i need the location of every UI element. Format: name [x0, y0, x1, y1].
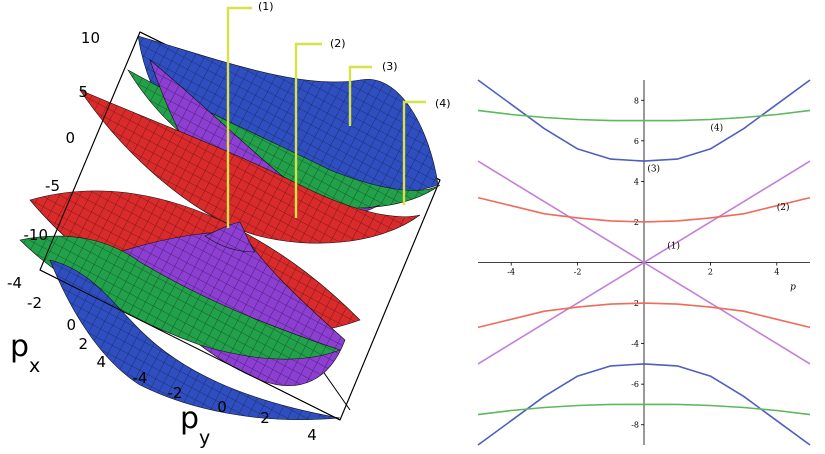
vertical-tick-label: -10	[24, 226, 49, 244]
py-axis-subscript: y	[199, 427, 210, 449]
py-tick-label: 2	[260, 409, 270, 427]
y-tick-label: -4	[631, 340, 639, 349]
px-tick-label: -2	[27, 294, 42, 312]
px-axis-subscript: x	[29, 355, 40, 377]
py-tick-label: 0	[217, 398, 227, 416]
vertical-tick-label: -5	[45, 177, 60, 195]
y-tick-label: -6	[631, 380, 639, 389]
callout-label-4: (4)	[435, 97, 451, 110]
surface-plot-3d: (1) (2) (3) (4) 10 5 0 -5 -10 -4 -2 0 2 …	[7, 0, 451, 449]
x-tick-label: -4	[507, 268, 515, 277]
vertical-tick-label: 10	[81, 29, 100, 47]
py-tick-label: 4	[307, 426, 317, 444]
curve-label-3: (3)	[647, 163, 660, 174]
series-curves	[477, 79, 811, 446]
callout-label-2: (2)	[330, 37, 346, 50]
py-axis-letter: p	[180, 401, 199, 436]
vertical-tick-label: 0	[65, 129, 75, 147]
curve-labels: (1) (2) (3) (4)	[647, 123, 789, 252]
series-line-3-upper	[477, 79, 811, 162]
series-line-4-lower	[477, 403, 811, 416]
curve-label-2: (2)	[777, 202, 790, 213]
series-line-2-upper	[477, 196, 811, 223]
bounding-box-front	[39, 31, 341, 421]
surface-3-lower	[49, 259, 341, 420]
callout-label-3: (3)	[382, 60, 398, 73]
y-tick-label: 6	[634, 137, 639, 146]
y-tick-label: 8	[634, 96, 639, 105]
y-tick-label: 4	[634, 177, 639, 186]
callout-lines	[226, 6, 426, 228]
curve-label-1: (1)	[667, 240, 680, 251]
callout-line-2	[294, 42, 322, 218]
vertical-tick-label: 5	[78, 83, 88, 101]
series-line-2-lower	[477, 302, 811, 329]
y-tick-label: -8	[631, 421, 639, 430]
series-line-4-upper	[477, 109, 811, 122]
callout-line-4	[402, 100, 426, 205]
series-line-1-lower	[477, 261, 811, 365]
px-axis-name: p x	[10, 329, 40, 377]
px-tick-label: 0	[66, 316, 76, 334]
px-axis-letter: p	[10, 329, 29, 364]
x-tick-label: -2	[574, 268, 582, 277]
px-tick-label: -4	[7, 274, 22, 292]
callout-label-1: (1)	[258, 0, 274, 13]
x-axis-title: p	[790, 283, 796, 293]
py-tick-label: -4	[133, 369, 148, 387]
series-line-3-lower	[477, 363, 811, 446]
px-tick-label: 2	[78, 335, 88, 353]
callout-line-1	[226, 6, 252, 228]
x-tick-label: 4	[774, 268, 779, 277]
py-tick-label: -2	[168, 384, 183, 402]
surface-2-upper	[79, 89, 421, 244]
surface-1-cone-tip	[204, 221, 256, 253]
curve-label-4: (4)	[710, 123, 723, 134]
py-axis-name: p y	[180, 401, 210, 449]
x-tick-label: 2	[708, 268, 713, 277]
callout-line-3	[348, 65, 372, 126]
px-tick-label: 4	[96, 353, 106, 371]
